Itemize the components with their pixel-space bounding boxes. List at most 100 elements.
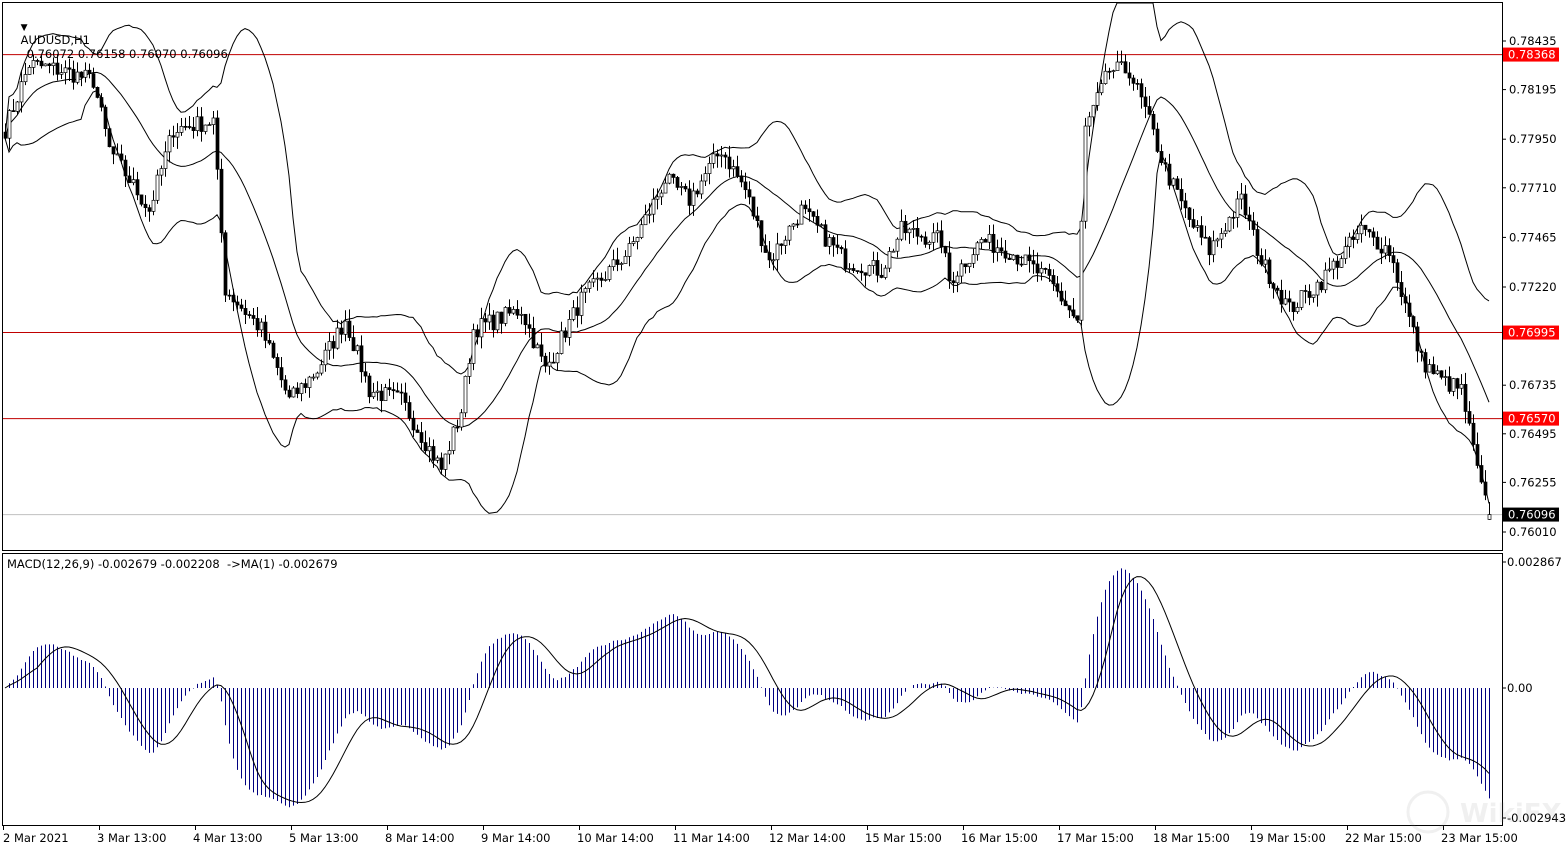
time-tick-label: 11 Mar 14:00 <box>673 831 750 845</box>
candle-body <box>35 60 40 62</box>
candle-body <box>875 260 880 276</box>
symbol-label: AUDUSD,H1 <box>20 33 90 47</box>
candle-body <box>723 154 728 158</box>
candle-body <box>31 60 36 68</box>
candle-body <box>315 372 320 378</box>
candle-body <box>951 280 956 284</box>
candle <box>1143 86 1148 119</box>
candle-body <box>523 313 528 326</box>
candle-body <box>243 308 248 315</box>
bollinger-bands <box>4 2 1490 514</box>
candle-body <box>1287 298 1292 303</box>
candle <box>575 296 580 328</box>
candle <box>771 253 776 271</box>
candle-body <box>599 277 604 281</box>
candle <box>323 342 328 372</box>
candle-body <box>1311 294 1316 298</box>
candle <box>1311 294 1316 303</box>
candle <box>907 227 912 244</box>
candle <box>439 452 444 475</box>
candles <box>3 50 1492 520</box>
price-tick-label: 0.76255 <box>1509 475 1557 489</box>
candle-body <box>1003 250 1008 259</box>
candle <box>203 124 208 135</box>
candle-body <box>959 263 964 277</box>
candle <box>415 424 420 433</box>
candle-body <box>47 63 52 66</box>
candle <box>271 340 276 359</box>
candle <box>1227 216 1232 233</box>
candle-body <box>983 239 988 243</box>
candle <box>1447 366 1452 394</box>
candle <box>359 335 364 383</box>
candle-body <box>411 417 416 431</box>
candle <box>1083 117 1088 229</box>
candle <box>619 261 624 271</box>
candle <box>759 220 764 253</box>
candle <box>1243 185 1248 220</box>
candle-body <box>971 254 976 264</box>
candle <box>599 272 604 288</box>
candle <box>583 286 588 303</box>
macd-indicator <box>4 568 1490 808</box>
candle-body <box>539 344 544 357</box>
candle <box>1251 212 1256 236</box>
candle-body <box>1071 309 1076 317</box>
candle-body <box>1079 220 1084 321</box>
candle <box>1395 258 1400 291</box>
candle <box>1415 321 1420 363</box>
candle <box>755 206 760 228</box>
candle-body <box>1099 83 1104 94</box>
candle <box>291 386 296 398</box>
candle <box>1387 238 1392 263</box>
candle-body <box>855 270 860 272</box>
candle-body <box>691 190 696 206</box>
candle-body <box>1343 246 1348 260</box>
candle <box>427 437 432 463</box>
candle <box>1443 369 1448 386</box>
candle-body <box>19 81 24 103</box>
candle <box>1331 258 1336 280</box>
candle-body <box>939 230 944 248</box>
candle <box>1431 356 1436 375</box>
candle-body <box>1203 236 1208 239</box>
candle <box>803 200 808 214</box>
time-axis[interactable]: 2 Mar 2021 3 Mar 13:00 4 Mar 13:00 5 Mar 13… <box>3 826 1518 845</box>
triangle-down-icon[interactable]: ▼ <box>20 23 28 33</box>
candle-body <box>483 318 488 323</box>
candle <box>471 323 476 371</box>
candle <box>975 240 980 261</box>
candle <box>95 86 100 99</box>
candle <box>487 303 492 330</box>
candle-body <box>295 387 300 394</box>
candle-body <box>135 179 140 196</box>
candle-body <box>371 391 376 398</box>
candle <box>259 318 264 338</box>
candle <box>731 159 736 177</box>
price-tick-label: 0.76010 <box>1509 525 1557 539</box>
candle <box>1347 232 1352 258</box>
time-tick-label: 16 Mar 15:00 <box>961 831 1038 845</box>
candle-body <box>1223 230 1228 234</box>
macd-axis: 0.002867 0.00 -0.002943 <box>1502 555 1566 825</box>
time-tick-label: 8 Mar 14:00 <box>385 831 454 845</box>
middle-band <box>4 71 1490 428</box>
candle-body <box>683 186 688 190</box>
candle-body <box>687 188 692 206</box>
current-price-label: 0.76096 <box>1508 508 1556 522</box>
candle-body <box>515 309 520 316</box>
candle-body <box>215 117 220 170</box>
time-tick-label: 12 Mar 14:00 <box>769 831 846 845</box>
candle <box>1183 192 1188 219</box>
candle-body <box>387 387 392 390</box>
time-tick-label: 3 Mar 13:00 <box>97 831 166 845</box>
candle-body <box>775 243 780 261</box>
candle <box>615 247 620 272</box>
candle-body <box>319 364 324 374</box>
candle-body <box>211 117 216 125</box>
candle <box>1247 206 1252 231</box>
candle-body <box>459 412 464 428</box>
price-axis[interactable]: 0.78435 0.78195 0.77950 0.77710 0.77465 0.772… <box>1502 34 1559 539</box>
